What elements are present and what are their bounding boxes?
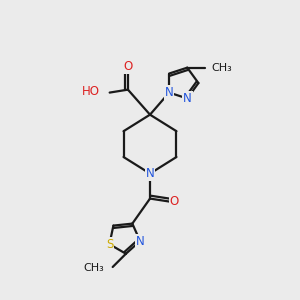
Text: CH₃: CH₃ bbox=[84, 263, 104, 274]
Text: N: N bbox=[146, 167, 154, 180]
Text: N: N bbox=[136, 235, 145, 248]
Text: HO: HO bbox=[82, 85, 100, 98]
Text: O: O bbox=[123, 60, 133, 73]
Text: N: N bbox=[183, 92, 192, 105]
Text: O: O bbox=[170, 195, 179, 208]
Text: CH₃: CH₃ bbox=[212, 63, 232, 73]
Text: S: S bbox=[106, 238, 113, 251]
Text: N: N bbox=[165, 86, 173, 99]
